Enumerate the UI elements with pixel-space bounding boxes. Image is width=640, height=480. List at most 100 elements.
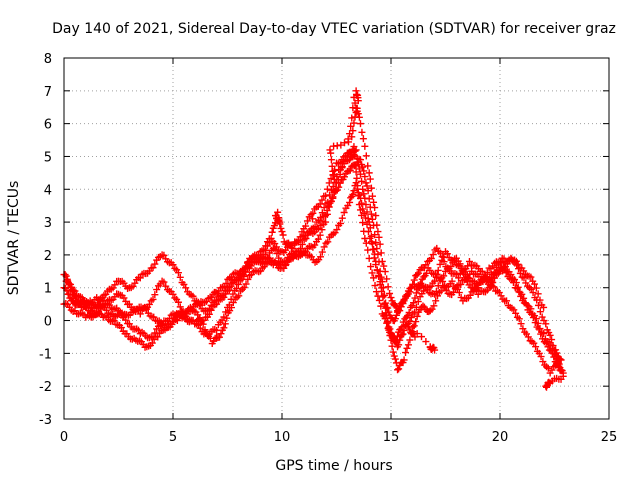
data-point xyxy=(349,190,357,198)
data-point xyxy=(474,284,482,292)
y-axis-label: SDTVAR / TECUs xyxy=(6,181,22,296)
data-point xyxy=(509,279,517,287)
data-point xyxy=(154,333,162,341)
y-tick-label: 5 xyxy=(44,150,52,165)
data-point xyxy=(95,302,103,310)
data-point xyxy=(71,287,79,295)
data-point xyxy=(379,293,387,301)
data-point xyxy=(410,330,418,338)
data-point xyxy=(544,364,552,372)
data-point xyxy=(318,248,326,256)
data-point xyxy=(350,143,358,151)
data-point xyxy=(120,294,128,302)
data-point xyxy=(136,310,144,318)
x-tick-label: 20 xyxy=(492,430,509,445)
data-point xyxy=(360,190,368,198)
y-tick-label: -1 xyxy=(39,347,52,362)
data-point xyxy=(386,325,394,333)
data-point xyxy=(346,166,354,174)
data-point xyxy=(436,260,444,268)
data-point xyxy=(61,271,69,279)
y-tick-label: 8 xyxy=(44,52,52,67)
data-point xyxy=(344,135,352,143)
data-point xyxy=(536,308,544,316)
data-point xyxy=(160,278,168,286)
data-point xyxy=(189,292,197,300)
data-point xyxy=(361,142,369,150)
data-point xyxy=(489,274,497,282)
data-point xyxy=(403,344,411,352)
data-point xyxy=(297,245,305,253)
data-point xyxy=(365,169,373,177)
data-point xyxy=(366,175,374,183)
data-point xyxy=(537,330,545,338)
data-point xyxy=(415,269,423,277)
data-point xyxy=(277,224,285,232)
data-point xyxy=(413,271,421,279)
data-point xyxy=(358,128,366,136)
data-point xyxy=(326,191,334,199)
data-point xyxy=(201,326,209,334)
data-point xyxy=(391,355,399,363)
data-point xyxy=(352,179,360,187)
series-s6 xyxy=(271,87,567,391)
series-s5 xyxy=(62,155,565,364)
data-point xyxy=(433,270,441,278)
data-point xyxy=(457,280,465,288)
data-point xyxy=(414,298,422,306)
data-point xyxy=(465,257,473,265)
data-point xyxy=(432,297,440,305)
data-point xyxy=(220,324,228,332)
data-point xyxy=(213,297,221,305)
data-point xyxy=(149,295,157,303)
y-tick-label: -3 xyxy=(39,413,52,428)
data-point xyxy=(411,333,419,341)
data-point xyxy=(398,323,406,331)
data-point xyxy=(302,222,310,230)
data-point xyxy=(370,274,378,282)
data-point xyxy=(352,109,360,117)
data-point xyxy=(377,249,385,257)
data-point xyxy=(330,171,338,179)
data-point xyxy=(395,341,403,349)
data-point xyxy=(406,317,414,325)
data-point xyxy=(317,213,325,221)
data-point xyxy=(402,349,410,357)
data-point xyxy=(375,258,383,266)
data-point xyxy=(399,318,407,326)
data-point xyxy=(153,286,161,294)
data-point xyxy=(380,262,388,270)
data-point xyxy=(392,311,400,319)
data-point xyxy=(194,311,202,319)
data-point xyxy=(391,301,399,309)
x-tick-label: 5 xyxy=(169,430,177,445)
data-point xyxy=(529,314,537,322)
data-point xyxy=(553,349,561,357)
x-axis-label: GPS time / hours xyxy=(275,458,392,474)
data-point xyxy=(535,301,543,309)
data-point xyxy=(356,170,364,178)
data-point xyxy=(322,218,330,226)
data-point xyxy=(438,253,446,261)
data-point xyxy=(65,280,73,288)
data-point xyxy=(496,259,504,267)
data-point xyxy=(244,275,252,283)
data-point xyxy=(329,183,337,191)
data-point xyxy=(532,284,540,292)
data-point xyxy=(324,238,332,246)
data-point xyxy=(330,175,338,183)
data-point xyxy=(351,152,359,160)
data-point xyxy=(346,198,354,206)
data-point xyxy=(343,152,351,160)
data-point xyxy=(404,341,412,349)
data-point xyxy=(329,194,337,202)
data-point xyxy=(414,285,422,293)
data-point xyxy=(520,274,528,282)
data-point xyxy=(437,287,445,295)
data-point xyxy=(434,282,442,290)
data-point xyxy=(515,288,523,296)
data-point xyxy=(358,177,366,185)
data-point xyxy=(276,218,284,226)
data-point xyxy=(413,312,421,320)
